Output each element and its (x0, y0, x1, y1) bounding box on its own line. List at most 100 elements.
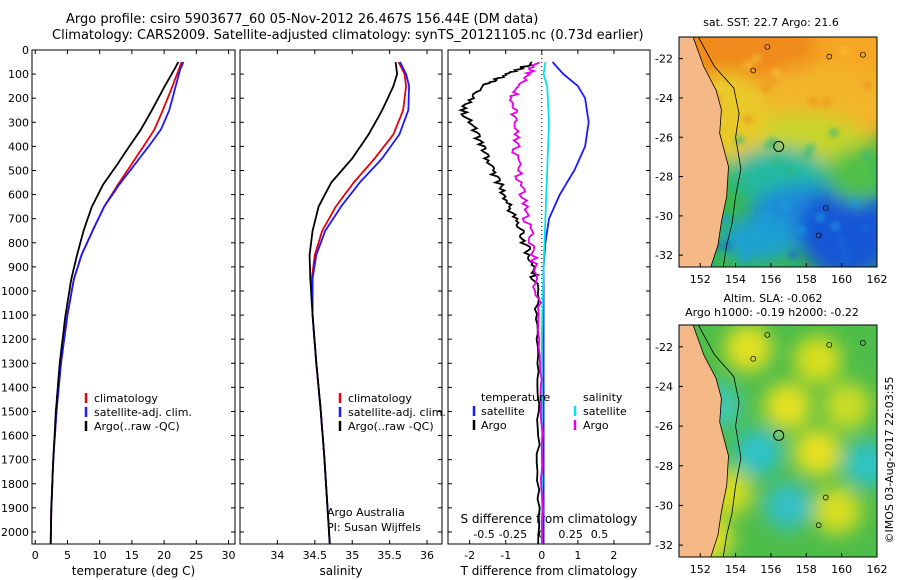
heat-blob (793, 336, 842, 384)
x-tick-label: 35.5 (377, 549, 402, 562)
bathymetry-contour (698, 37, 742, 267)
x-tick-label: 160 (831, 563, 852, 576)
heat-cell (806, 144, 815, 152)
legend-group-title: salinity (583, 391, 623, 404)
map-title-sla-line1: Altim. SLA: -0.062 (723, 292, 822, 305)
map-frame (678, 324, 878, 558)
x-tick-label: -1 (500, 549, 511, 562)
heat-cell (742, 247, 751, 255)
x-tick-label: 34 (270, 549, 284, 562)
y-tick-label: 1600 (1, 430, 29, 443)
heat-cell (735, 136, 744, 144)
x-tick-label: 25 (189, 549, 203, 562)
heat-blob (823, 382, 872, 430)
x-tick-label: 1 (574, 549, 581, 562)
y-tick-label: -30 (655, 499, 673, 512)
map-field (679, 37, 877, 267)
bathymetry-contour (698, 325, 742, 557)
reef-contour (822, 494, 829, 501)
heat-cell (862, 151, 871, 159)
y-tick-label: 2000 (1, 526, 29, 539)
legend-entry: Argo (481, 419, 507, 432)
series-line-argo-raw-qc- (49, 61, 180, 545)
x-tick-label: 154 (725, 563, 746, 576)
heat-cell (777, 37, 786, 45)
heat-cell (762, 85, 771, 93)
top-tick-label: 0.25 (558, 528, 583, 541)
map-title-sla-line2: Argo h1000: -0.19 h2000: -0.22 (685, 306, 859, 319)
x-tick-label: 36 (420, 549, 434, 562)
x-tick-label: 152 (690, 563, 711, 576)
footer-stamp: ©IMOS 03-Aug-2017 22:03:55 (883, 377, 896, 544)
y-tick-label: 500 (8, 164, 29, 177)
reef-contour (815, 232, 822, 239)
x-tick-label: 10 (93, 549, 107, 562)
x-tick-label: 35 (345, 549, 359, 562)
heat-blob (764, 482, 812, 530)
legend-entry: climatology (348, 392, 412, 405)
x-tick-label: 162 (867, 563, 888, 576)
y-tick-label: -30 (655, 210, 673, 223)
heat-blob (718, 216, 798, 263)
land-mass (679, 325, 729, 557)
heat-cell (738, 175, 747, 183)
land-mass (679, 37, 729, 267)
y-tick-label: -22 (655, 53, 673, 66)
panel-temperature: 0 5 10 15 20 25 300100200300400500600700800900… (1, 44, 236, 578)
heat-cell (744, 61, 753, 69)
map-title-sst: sat. SST: 22.7 Argo: 21.6 (703, 16, 839, 29)
annotation-line2: PI: Susan Wijffels (327, 521, 421, 534)
legend-entry: Argo (583, 419, 609, 432)
x-tick-label: 2 (610, 549, 617, 562)
panel-differences: -2 -1 0 1 2 T difference from climatology S di… (447, 49, 651, 578)
argo-position-marker (773, 140, 785, 152)
map-field (679, 325, 877, 557)
series-line-salinity-satellite (540, 61, 550, 544)
y-tick-label: -24 (655, 380, 673, 393)
heat-blob (764, 382, 812, 430)
top-tick-label: -0.25 (499, 528, 527, 541)
y-tick-label: -24 (655, 92, 673, 105)
plot-frame (239, 49, 443, 545)
heat-cell (793, 41, 802, 49)
heat-cell (735, 56, 744, 64)
y-tick-label: 800 (8, 237, 29, 250)
legend-entry: Argo(..raw -QC) (94, 420, 180, 433)
x-tick-label: 0 (32, 549, 39, 562)
heat-cell (723, 242, 732, 250)
x-axis-label: salinity (319, 564, 362, 578)
heat-cell (789, 265, 798, 267)
heat-cell (840, 47, 849, 55)
x-tick-label: 162 (867, 273, 888, 286)
heat-cell (873, 167, 877, 175)
heat-blob (843, 440, 877, 488)
x-tick-label: 160 (831, 273, 852, 286)
heat-cell (772, 157, 781, 165)
heat-cell (766, 44, 775, 52)
heat-blob (679, 37, 818, 83)
x-axis-label: temperature (deg C) (72, 564, 195, 578)
y-tick-label: -28 (655, 171, 673, 184)
heat-blob (734, 428, 782, 477)
series-line-salinity-argo (508, 62, 545, 545)
map-frame (678, 36, 878, 268)
heat-cell (831, 222, 840, 230)
x-tick-label: -2 (464, 549, 475, 562)
reef-contour (860, 339, 866, 346)
x-tick-label: 158 (796, 563, 817, 576)
heat-cell (768, 138, 777, 146)
y-tick-label: 1800 (1, 478, 29, 491)
heat-cell (772, 70, 781, 78)
top-tick-label: -0.5 (473, 528, 494, 541)
heat-cell (761, 224, 770, 232)
heat-cell (744, 116, 753, 124)
heat-cell (839, 245, 848, 253)
reef-contour (764, 43, 771, 50)
heat-cell (836, 236, 845, 244)
heat-cell (740, 255, 749, 263)
annotation-line1: Argo Australia (327, 506, 405, 519)
legend-entry: satellite (481, 405, 525, 418)
heat-cell (829, 129, 838, 137)
heat-blob (724, 325, 773, 372)
